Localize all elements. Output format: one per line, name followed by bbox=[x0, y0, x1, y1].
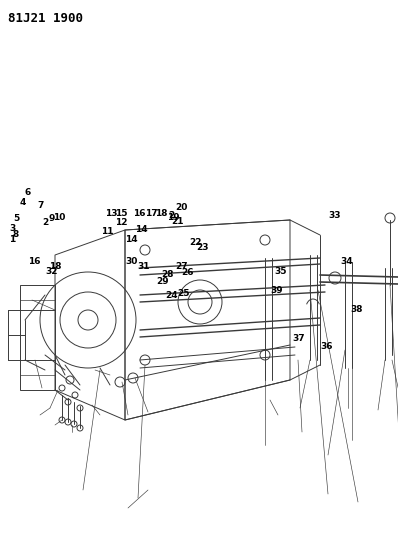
Text: 5: 5 bbox=[13, 214, 19, 223]
Text: 33: 33 bbox=[328, 212, 341, 220]
Text: 2: 2 bbox=[168, 212, 174, 220]
Text: 37: 37 bbox=[292, 334, 305, 343]
Text: 17: 17 bbox=[145, 209, 158, 217]
Text: 12: 12 bbox=[115, 219, 128, 227]
Text: 2: 2 bbox=[43, 219, 49, 227]
Text: 35: 35 bbox=[274, 268, 287, 276]
Text: 21: 21 bbox=[171, 217, 183, 225]
Text: 23: 23 bbox=[197, 244, 209, 252]
Text: 9: 9 bbox=[49, 214, 55, 223]
Text: 38: 38 bbox=[350, 305, 363, 313]
Text: 16: 16 bbox=[27, 257, 40, 265]
Text: 1: 1 bbox=[9, 236, 15, 244]
Text: 16: 16 bbox=[133, 209, 146, 217]
Text: 11: 11 bbox=[101, 228, 114, 236]
Text: 81J21 1900: 81J21 1900 bbox=[8, 12, 83, 25]
Text: 20: 20 bbox=[175, 204, 187, 212]
Text: 39: 39 bbox=[270, 286, 283, 295]
Text: 34: 34 bbox=[340, 257, 353, 265]
Text: 31: 31 bbox=[137, 262, 150, 271]
Text: 7: 7 bbox=[38, 201, 44, 209]
Text: 29: 29 bbox=[156, 277, 169, 286]
Text: 10: 10 bbox=[53, 213, 66, 222]
Text: 3: 3 bbox=[10, 224, 16, 232]
Text: 8: 8 bbox=[13, 230, 19, 239]
Text: 18: 18 bbox=[155, 209, 168, 217]
Text: 22: 22 bbox=[189, 238, 201, 247]
Text: 26: 26 bbox=[181, 269, 193, 277]
Text: 15: 15 bbox=[115, 209, 128, 217]
Text: 19: 19 bbox=[167, 213, 179, 222]
Text: 32: 32 bbox=[45, 268, 58, 276]
Text: 4: 4 bbox=[20, 198, 26, 207]
Text: 18: 18 bbox=[49, 262, 62, 271]
Text: 6: 6 bbox=[25, 189, 31, 197]
Text: 14: 14 bbox=[135, 225, 148, 233]
Text: 36: 36 bbox=[320, 342, 333, 351]
Text: 27: 27 bbox=[175, 262, 187, 271]
Text: 30: 30 bbox=[125, 257, 138, 265]
Text: 28: 28 bbox=[161, 270, 174, 279]
Text: 25: 25 bbox=[177, 289, 189, 297]
Text: 14: 14 bbox=[125, 236, 138, 244]
Text: 24: 24 bbox=[165, 292, 178, 300]
Text: 13: 13 bbox=[105, 209, 118, 217]
